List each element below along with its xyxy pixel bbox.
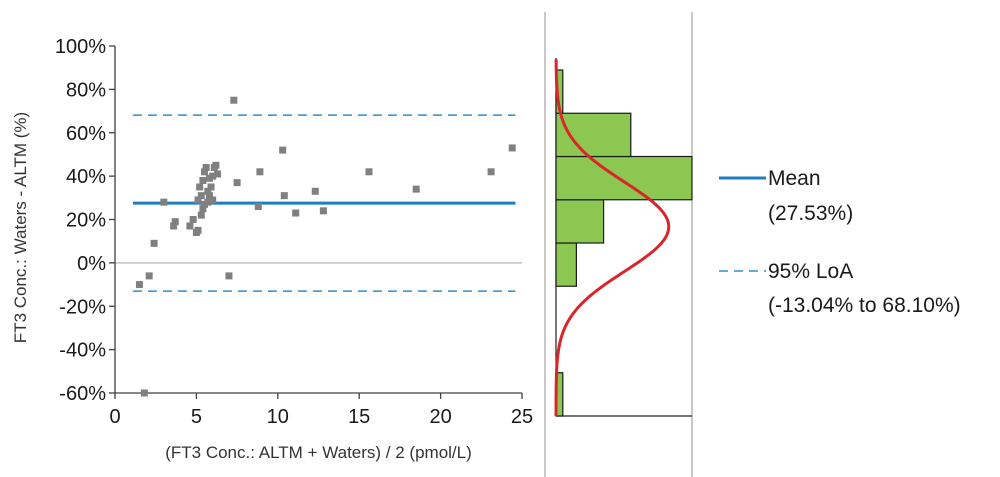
data-point [186,222,194,230]
data-point [194,196,202,204]
normal-curve [554,59,671,417]
data-point [319,207,327,215]
data-point [199,176,207,184]
y-tick-label: 100% [55,36,106,58]
reference-lines [115,114,522,292]
histogram-bar [555,242,577,287]
y-tick-label: -40% [59,340,106,362]
x-tick-label: 0 [109,406,120,428]
scatter-points [135,96,516,397]
data-point [150,239,158,247]
histogram-panel [544,12,693,477]
data-point [140,389,148,397]
histogram-bar [555,112,632,158]
legend-loa-label: 95% LoA [768,260,853,283]
x-tick-label: 20 [429,406,451,428]
legend-loa-value: (-13.04% to 68.10%) [768,294,961,317]
data-point [412,185,420,193]
data-point [199,205,207,213]
data-point [487,168,495,176]
data-point [508,144,516,152]
data-point [135,281,143,289]
legend: Mean (27.53%) 95% LoA (-13.04% to 68.10%) [719,167,961,317]
data-point [214,170,222,178]
data-point [365,168,373,176]
data-point [170,222,178,230]
y-tick-label: -60% [59,383,106,405]
data-point [201,168,209,176]
x-tick-label: 15 [348,406,370,428]
data-point [280,192,288,200]
x-tick-label: 10 [267,406,289,428]
histogram-bar [555,155,693,201]
x-tick-label: 5 [191,406,202,428]
y-tick-label: 80% [66,79,106,101]
data-point [225,272,233,280]
data-point [204,198,212,206]
data-point [202,163,210,171]
y-tick-label: 60% [66,123,106,145]
data-point [254,202,262,210]
data-point [256,168,264,176]
data-point [209,172,217,180]
y-axis-title: FT3 Conc.: Waters - ALTM (%) [11,112,30,343]
y-tick-label: 0% [77,253,106,275]
data-point [292,209,300,217]
y-tick-label: 20% [66,210,106,232]
data-point [197,192,205,200]
data-point [212,161,220,169]
data-point [189,216,197,223]
legend-mean-label: Mean [768,167,821,190]
y-tick-label: 40% [66,166,106,188]
y-tick-label: -20% [59,296,106,318]
legend-mean-value: (27.53%) [768,202,853,225]
data-point [230,96,238,104]
data-point [311,187,319,195]
data-point [171,218,179,226]
histogram-bar [555,199,605,244]
data-point [204,187,212,195]
axes: -60% -40% -20% 0% 20% 40% 60% 80% 100% 0 5 10 15 20 25… [11,36,533,462]
data-point [194,226,202,234]
data-point [209,196,217,204]
data-point [207,183,215,191]
data-point [160,198,168,206]
x-tick-label: 25 [511,406,533,428]
data-point [145,272,153,280]
data-point [197,211,205,219]
x-axis-title: (FT3 Conc.: ALTM + Waters) / 2 (pmol/L) [165,443,472,462]
data-point [279,146,287,154]
data-point [233,179,241,187]
data-point [205,192,213,200]
data-point [196,183,204,191]
